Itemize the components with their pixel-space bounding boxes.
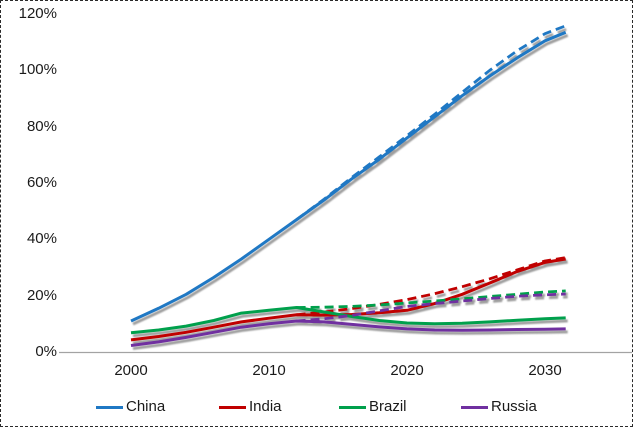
x-tick-label-2000: 2000 xyxy=(114,362,148,379)
legend-swatch-china xyxy=(96,405,123,409)
x-tick-label-2030: 2030 xyxy=(528,362,562,379)
legend-item-india: India xyxy=(219,398,282,416)
series-line-brazil xyxy=(130,306,566,335)
y-tick-label-120: 120% xyxy=(18,4,57,22)
series-line-india-projection xyxy=(296,256,566,317)
y-tick-label-20: 20% xyxy=(26,286,57,304)
y-tick-label-0: 0% xyxy=(35,343,57,360)
legend-label-india: India xyxy=(249,398,282,415)
legend-item-china: China xyxy=(96,398,165,416)
legend-swatch-russia xyxy=(461,405,488,409)
legend-swatch-india xyxy=(219,405,246,409)
y-tick-label-60: 60% xyxy=(26,173,57,191)
legend-item-brazil: Brazil xyxy=(339,398,407,416)
x-tick-label-2020: 2020 xyxy=(390,362,424,379)
x-tick-label-2010: 2010 xyxy=(252,362,286,379)
legend-label-russia: Russia xyxy=(491,398,537,415)
legend-swatch-brazil xyxy=(339,405,366,409)
series-line-brazil-projection xyxy=(296,289,566,309)
legend-label-brazil: Brazil xyxy=(369,398,407,415)
y-tick-label-100: 100% xyxy=(18,61,57,79)
series-line-china xyxy=(130,30,567,323)
y-tick-label-80: 80% xyxy=(26,117,57,135)
series-line-india xyxy=(130,257,566,342)
y-tick-label-40: 40% xyxy=(26,230,57,248)
legend-item-russia: Russia xyxy=(461,398,537,416)
series-line-russia-projection xyxy=(296,292,566,323)
series-line-china-projection xyxy=(295,24,567,221)
series-lines-group xyxy=(130,24,567,347)
legend-label-china: China xyxy=(126,398,166,415)
series-line-russia xyxy=(130,319,566,347)
